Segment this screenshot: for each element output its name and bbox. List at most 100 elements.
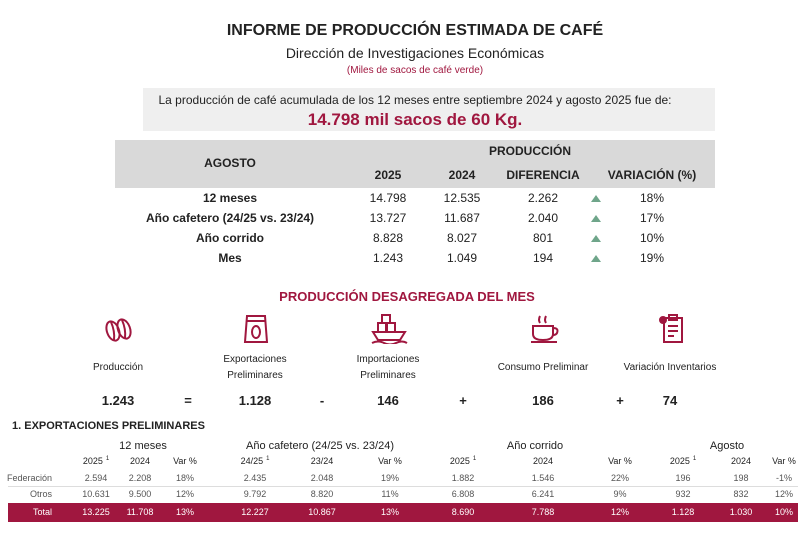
column-header: VARIACIÓN (%) [607,168,697,182]
cell: 8.828 [372,231,404,245]
section-title: PRODUCCIÓN DESAGREGADA DEL MES [279,289,535,304]
column-header: DIFERENCIA [506,168,580,182]
cell: 2.040 [527,211,559,225]
trend-up-icon [591,235,601,242]
group-name: Año corrido [506,440,564,452]
cell: 2.262 [527,191,559,205]
group-header: AGOSTO [204,156,256,170]
group-name: 12 meses [119,440,167,452]
unit-note: (Miles de sacos de café verde) [346,65,484,76]
cell: 832 [733,489,749,499]
cell: 8.027 [446,231,478,245]
item-value: 146 [377,393,399,408]
operator: - [319,393,325,408]
cell: 10.631 [82,489,110,499]
sub-header: Var % [378,456,402,466]
cell: 19% [380,473,400,483]
footnote-mark: 1 [472,456,477,462]
cell: 9.792 [243,489,267,499]
operator: = [184,393,192,408]
sub-header: 24/25 1 [240,456,270,466]
icon-cup [531,315,559,343]
cell: 1.128 [671,507,695,517]
cell: 18% [639,191,665,205]
total-band [8,503,798,522]
cell: -1% [775,473,793,483]
row-label: Otros [29,489,52,499]
sub-header: 23/24 [310,456,334,466]
cell: 2.048 [310,473,334,483]
cell: 7.788 [531,507,555,517]
cell: 18% [175,473,195,483]
row-label: Federación [6,473,52,483]
cell: 12.227 [241,507,269,517]
cell: 17% [639,211,665,225]
cell: 932 [675,489,691,499]
cell: 11.708 [126,507,154,517]
sub-header: 2025 1 [669,456,697,466]
item-value: 1.243 [101,393,135,408]
trend-up-icon [591,215,601,222]
cell: 11.687 [444,211,480,225]
cell: 14.798 [369,191,407,205]
row-label: Total [32,507,52,517]
cell: 22% [610,473,630,483]
cell: 8.820 [310,489,334,499]
row-label: 12 meses [202,191,258,205]
summary-text: La producción de café acumulada de los 1… [158,93,672,107]
cell: 1.030 [729,507,753,517]
item-label: Consumo Preliminar [497,362,589,373]
cell: 13.225 [82,507,110,517]
cell: 801 [532,231,554,245]
summary-box [143,88,715,131]
cell: 11% [381,489,399,499]
cell: 12.535 [443,191,481,205]
cell: 1.882 [451,473,475,483]
cell: 1.546 [531,473,555,483]
footnote-mark: 1 [692,456,697,462]
item-label: Variación Inventarios [623,362,717,373]
item-value: 1.128 [238,393,272,408]
cell: 9% [613,489,627,499]
cell: 12% [175,489,195,499]
cell: 19% [639,251,665,265]
cell: 12% [774,489,794,499]
column-header: 2024 [448,168,476,182]
footnote-mark: 1 [266,456,270,462]
cell: 8.690 [451,507,475,517]
footnote-mark: 1 [105,456,110,462]
title: INFORME DE PRODUCCIÓN ESTIMADA DE CAFÉ [226,22,604,39]
summary-highlight: 14.798 mil sacos de 60 Kg. [307,110,523,129]
divider [8,486,798,487]
subtitle: Dirección de Investigaciones Económicas [285,45,545,61]
column-header: 2025 [374,168,402,182]
sub-header: 2025 1 [82,456,110,466]
trend-up-icon [591,195,601,202]
cell: 2.435 [243,473,267,483]
cell: 13% [175,507,195,517]
item-value: 74 [662,393,678,408]
sub-header: 2025 1 [449,456,477,466]
production-header: PRODUCCIÓN [488,144,572,158]
icon-bag [243,315,269,343]
sub-header: Var % [608,456,632,466]
row-label: Año cafetero (24/25 vs. 23/24) [145,211,315,225]
sub-header: 2024 [532,456,554,466]
icon-ship [371,314,408,344]
sub-header: Var % [772,456,796,466]
trend-up-icon [591,255,601,262]
cell: 13.727 [369,211,407,225]
item-label: Importaciones Preliminares [356,354,420,381]
cell: 2.208 [128,473,152,483]
item-label: Exportaciones Preliminares [223,354,287,381]
cell: 13% [380,507,400,517]
sub-header: 2024 [730,456,752,466]
cell: 194 [532,251,554,265]
table-header-band [115,140,715,188]
group-name: Agosto [709,440,745,452]
cell: 10% [774,507,794,517]
cell: 1.049 [446,251,478,265]
exports-title: 1. EXPORTACIONES PRELIMINARES [12,420,205,432]
cell: 6.241 [531,489,555,499]
